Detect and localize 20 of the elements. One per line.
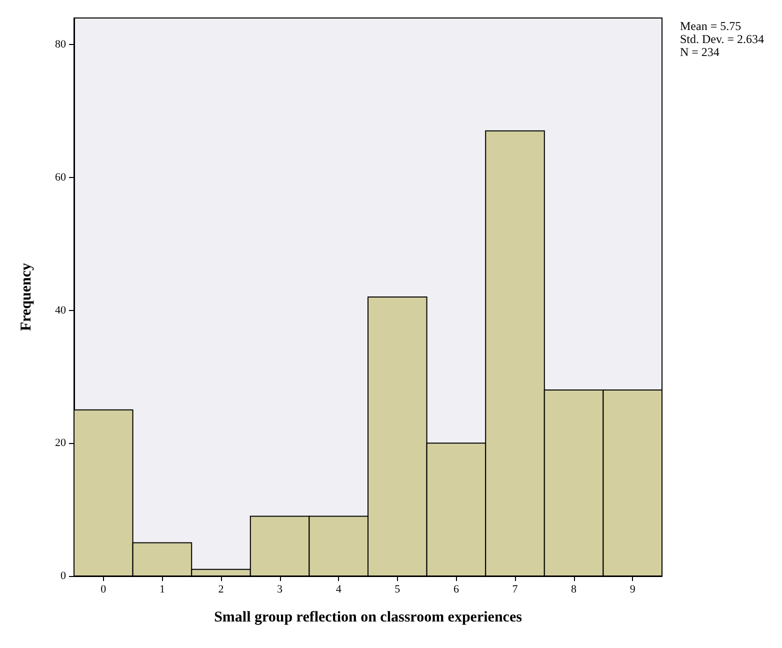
x-tick-label: 5 (394, 584, 401, 596)
y-tick-label: 20 (55, 437, 66, 450)
x-tick-label: 8 (571, 584, 578, 596)
y-tick-label: 40 (55, 304, 66, 316)
x-tick-label: 1 (159, 584, 165, 596)
text: N = 234 (680, 45, 720, 59)
text: Std. Dev. = 2.634 (680, 32, 764, 46)
y-tick-label: 80 (55, 38, 66, 51)
y-tick-label: 0 (60, 570, 66, 582)
x-tick-label: 6 (453, 584, 460, 596)
x-tick-label: 9 (630, 584, 636, 596)
x-tick-label: 2 (218, 584, 224, 596)
x-axis-title: Small group reflection on classroom experiences (214, 610, 522, 626)
x-tick-label: 4 (336, 584, 342, 596)
x-tick-label: 0 (100, 584, 107, 596)
x-tick-label: 7 (512, 584, 518, 596)
y-axis-title: Frequency (18, 262, 34, 332)
x-tick-label: 3 (277, 584, 284, 596)
y-tick-label: 60 (55, 171, 66, 184)
text: Mean = 5.75 (680, 19, 742, 33)
